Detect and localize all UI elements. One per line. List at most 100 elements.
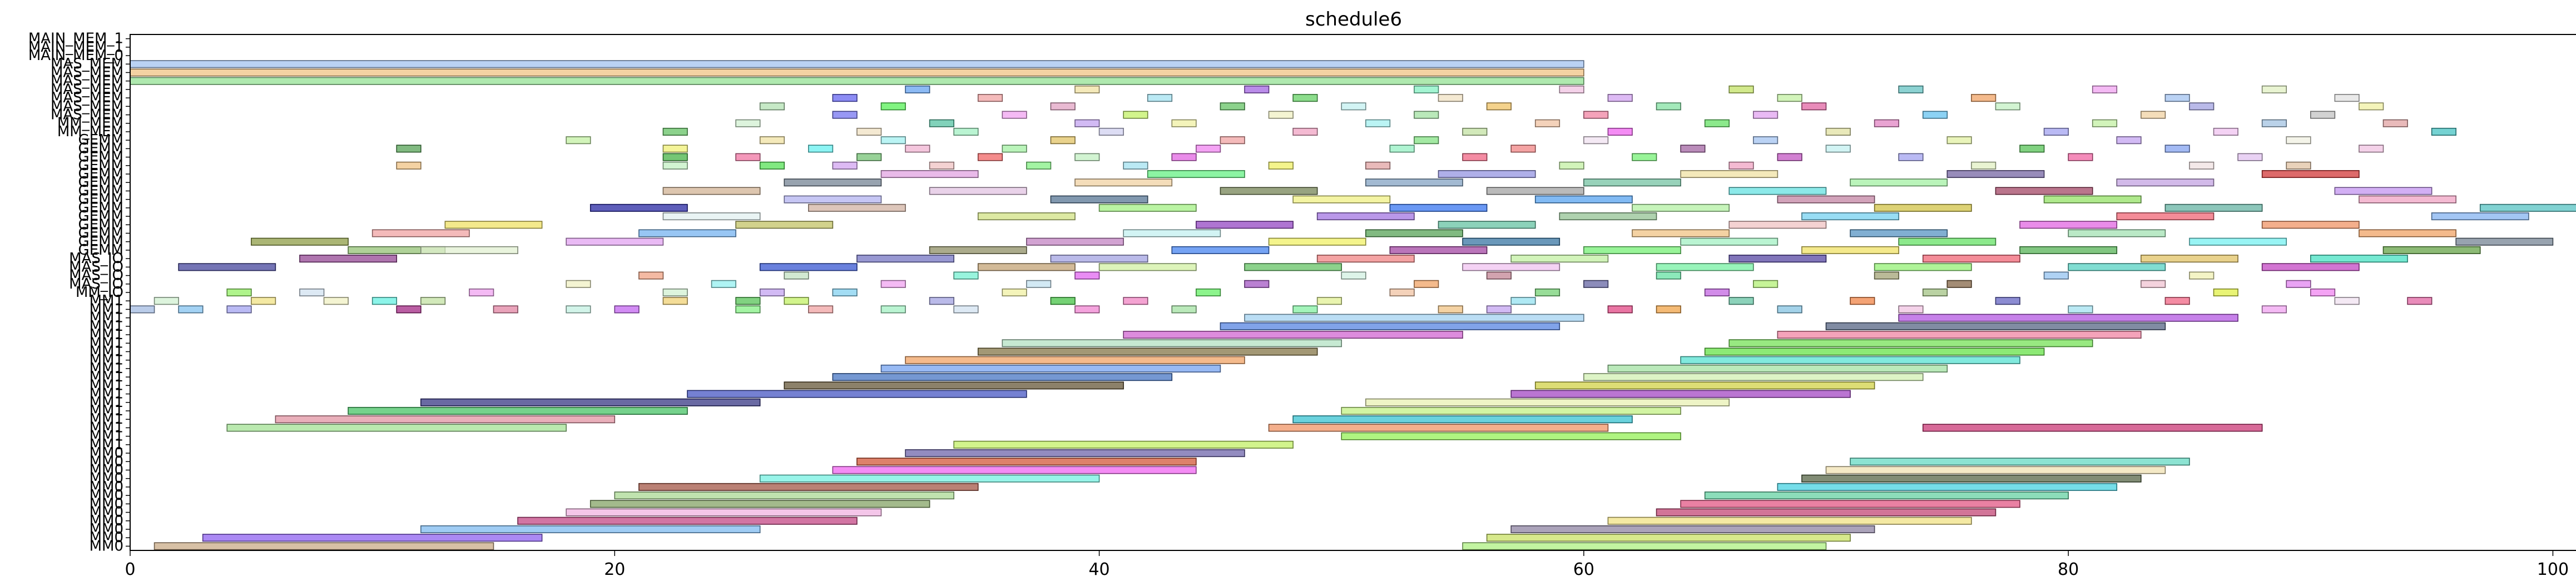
- task-bar: [1341, 406, 1681, 415]
- task-bar: [638, 483, 979, 491]
- task-bar: [1607, 517, 1972, 525]
- task-bar: [1607, 305, 1633, 314]
- task-bar: [1389, 145, 1415, 153]
- task-bar: [2068, 263, 2166, 271]
- y-tick-label: MM1: [90, 369, 123, 385]
- task-bar: [1801, 474, 2142, 483]
- task-bar: [1801, 246, 1899, 254]
- task-bar: [1656, 263, 1754, 271]
- task-bar: [1292, 195, 1391, 203]
- task-bar: [1995, 187, 2093, 195]
- task-bar: [1196, 221, 1294, 229]
- task-bar: [1002, 145, 1027, 153]
- task-bar: [1050, 255, 1148, 263]
- plot-frame: [130, 34, 2576, 551]
- task-bar: [1341, 102, 1366, 111]
- x-tick-label: 100: [2537, 560, 2569, 579]
- x-tick-label: 20: [604, 560, 625, 579]
- task-bar: [1753, 280, 1779, 288]
- y-tick-label: MAS_MEM: [51, 64, 123, 81]
- task-bar: [1874, 203, 1972, 212]
- y-tick-label: MAS_IO: [69, 250, 123, 267]
- task-bar: [1026, 237, 1124, 246]
- y-tick-label: MM1: [90, 292, 123, 309]
- task-bar: [662, 288, 688, 297]
- task-bar: [1825, 145, 1851, 153]
- task-bar: [1534, 381, 1875, 390]
- task-bar: [1874, 263, 1972, 271]
- task-bar: [1098, 263, 1197, 271]
- task-bar: [1486, 305, 1512, 314]
- task-bar: [1244, 85, 1270, 93]
- task-bar: [977, 263, 1076, 271]
- task-bar: [2019, 221, 2118, 229]
- task-bar: [2286, 280, 2311, 288]
- task-bar: [1753, 136, 1779, 145]
- task-bar: [226, 305, 252, 314]
- task-bar: [1898, 237, 1997, 246]
- task-bar: [420, 525, 761, 534]
- task-bar: [178, 305, 204, 314]
- y-tick-label: MAS_MEM: [51, 81, 123, 98]
- task-bar: [1825, 127, 1851, 136]
- task-bar: [832, 288, 858, 297]
- task-bar: [638, 229, 736, 237]
- task-bar: [2164, 297, 2190, 305]
- task-bar: [1559, 85, 1584, 93]
- task-bar: [1656, 102, 1681, 111]
- y-tick-label: GEMM: [78, 191, 123, 208]
- task-bar: [1971, 161, 1997, 170]
- task-bar: [687, 390, 1027, 398]
- task-bar: [2019, 246, 2118, 254]
- task-bar: [832, 161, 858, 170]
- task-bar: [1171, 246, 1270, 254]
- task-bar: [1486, 102, 1512, 111]
- task-bar: [880, 305, 906, 314]
- y-tick-label: MM0: [90, 504, 123, 521]
- task-bar: [1728, 339, 2093, 347]
- task-bar: [929, 297, 954, 305]
- task-bar: [880, 136, 906, 145]
- task-bar: [735, 221, 834, 229]
- task-bar: [1801, 102, 1827, 111]
- y-tick-label: MAS_MEM: [51, 107, 123, 123]
- task-bar: [784, 381, 1124, 390]
- task-bar: [275, 415, 616, 424]
- task-bar: [832, 111, 858, 119]
- task-bar: [1292, 415, 1633, 424]
- y-tick-label: GEMM: [78, 216, 123, 233]
- task-bar: [2164, 94, 2190, 102]
- task-bar: [1850, 297, 1875, 305]
- task-bar: [2334, 94, 2360, 102]
- task-bar: [638, 271, 664, 280]
- task-bar: [589, 500, 930, 508]
- task-bar: [1607, 364, 1948, 373]
- task-bar: [1510, 255, 1609, 263]
- chart-title: schedule6: [1305, 8, 1402, 31]
- task-bar: [929, 161, 954, 170]
- task-bar: [251, 297, 276, 305]
- task-bar: [202, 534, 543, 542]
- task-bar: [2479, 203, 2576, 212]
- task-bar: [1656, 508, 1997, 517]
- task-bar: [1244, 280, 1270, 288]
- task-bar: [1922, 111, 1948, 119]
- task-bar: [1462, 153, 1488, 161]
- task-bar: [1074, 153, 1100, 161]
- y-tick-label: MM1: [90, 419, 123, 436]
- task-bar: [759, 161, 785, 170]
- task-bar: [1777, 94, 1802, 102]
- task-bar: [832, 373, 1173, 381]
- task-bar: [1438, 221, 1536, 229]
- task-bar: [1074, 178, 1173, 187]
- task-bar: [2310, 255, 2408, 263]
- task-bar: [299, 255, 398, 263]
- task-bar: [371, 297, 398, 305]
- y-tick-label: MM0: [90, 470, 123, 487]
- y-tick-label: GEMM: [78, 157, 123, 174]
- task-bar: [2382, 246, 2481, 254]
- task-bar: [1292, 94, 1318, 102]
- task-bar: [759, 263, 858, 271]
- task-bar: [1583, 246, 1681, 254]
